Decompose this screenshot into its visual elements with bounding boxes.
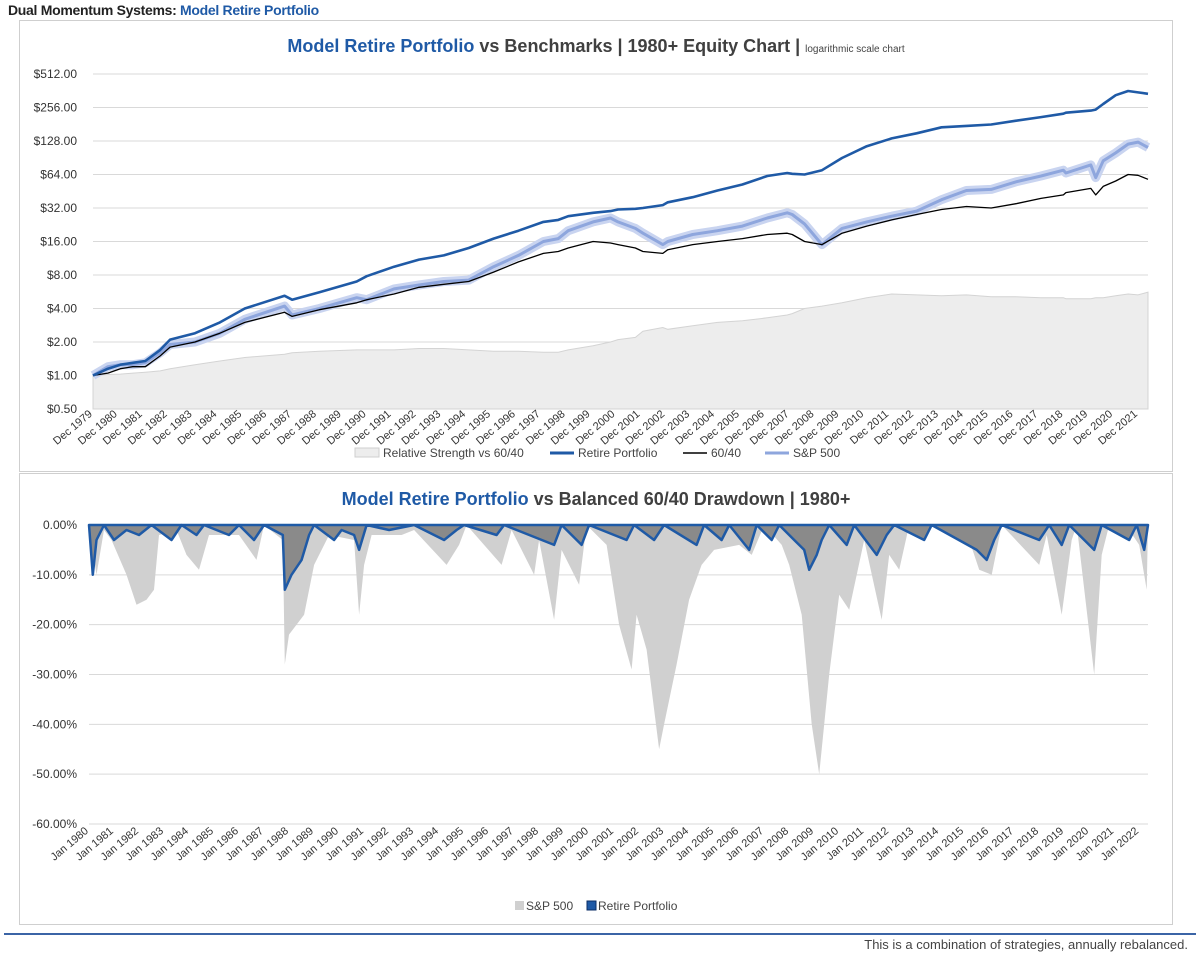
drawdown-chart-title: Model Retire Portfolio vs Balanced 60/40… — [20, 489, 1172, 510]
y-tick-label: -10.00% — [32, 568, 77, 582]
page-title-prefix: Dual Momentum Systems: — [8, 2, 177, 18]
y-tick-label: $2.00 — [47, 335, 77, 349]
sixty-forty-line — [92, 173, 1149, 377]
y-tick-label: 0.00% — [43, 518, 77, 532]
legend-sp500-label: S&P 500 — [526, 899, 573, 913]
page-title: Dual Momentum Systems: Model Retire Port… — [8, 2, 319, 18]
y-tick-label: -30.00% — [32, 668, 77, 682]
equity-chart-title-highlight: Model Retire Portfolio — [287, 36, 475, 56]
y-tick-label: -20.00% — [32, 618, 77, 632]
equity-chart-title-note: logarithmic scale chart — [805, 44, 905, 55]
legend-sp500-label: S&P 500 — [793, 446, 840, 460]
y-tick-label: $64.00 — [40, 168, 77, 182]
retire-portfolio-line — [92, 89, 1149, 377]
y-tick-label: -40.00% — [32, 717, 77, 731]
y-tick-label: $0.50 — [47, 402, 77, 416]
equity-chart-title-rest: vs Benchmarks | 1980+ Equity Chart | — [479, 36, 801, 56]
footer-note: This is a combination of strategies, ann… — [864, 937, 1188, 952]
drawdown-chart-title-highlight: Model Retire Portfolio — [341, 489, 529, 509]
y-tick-label: $1.00 — [47, 369, 77, 383]
retire-drawdown-area — [87, 523, 1150, 592]
legend-relative-strength-swatch — [354, 447, 380, 458]
equity-chart-title: Model Retire Portfolio vs Benchmarks | 1… — [20, 36, 1172, 57]
drawdown-chart-panel: Model Retire Portfolio vs Balanced 60/40… — [19, 473, 1173, 925]
page-title-brand: Model Retire Portfolio — [180, 2, 319, 18]
legend-retire-portfolio-label: Retire Portfolio — [598, 899, 678, 913]
drawdown-chart-title-rest: vs Balanced 60/40 Drawdown | 1980+ — [533, 489, 851, 509]
sp500-line — [92, 140, 1149, 377]
legend-sixty-forty-label: 60/40 — [711, 446, 741, 460]
y-tick-label: $4.00 — [47, 302, 77, 316]
legend-retire-portfolio-swatch — [586, 900, 597, 911]
y-tick-label: $512.00 — [34, 67, 78, 81]
equity-chart-panel: Model Retire Portfolio vs Benchmarks | 1… — [19, 20, 1173, 472]
drawdown-chart-svg: 0.00% -10.00% -20.00% -30.00% -40.00% -50.00%… — [32, 518, 1150, 913]
footer-divider — [4, 933, 1196, 935]
legend-retire-portfolio-label: Retire Portfolio — [578, 446, 658, 460]
y-tick-label: $8.00 — [47, 268, 77, 282]
y-tick-label: -50.00% — [32, 767, 77, 781]
legend-sp500-swatch — [515, 901, 524, 910]
equity-chart-svg: $0.50 $1.00 $2.00 $4.00 $8.00 $16.00 $32.00 $64… — [34, 67, 1151, 460]
y-tick-label: $128.00 — [34, 134, 78, 148]
y-tick-label: -60.00% — [32, 817, 77, 831]
sp500-drawdown-area — [89, 525, 1148, 775]
y-tick-label: $256.00 — [34, 101, 78, 115]
relative-strength-area — [92, 291, 1149, 410]
y-tick-label: $16.00 — [40, 235, 77, 249]
legend-relative-strength-label: Relative Strength vs 60/40 — [383, 446, 524, 460]
y-tick-label: $32.00 — [40, 201, 77, 215]
